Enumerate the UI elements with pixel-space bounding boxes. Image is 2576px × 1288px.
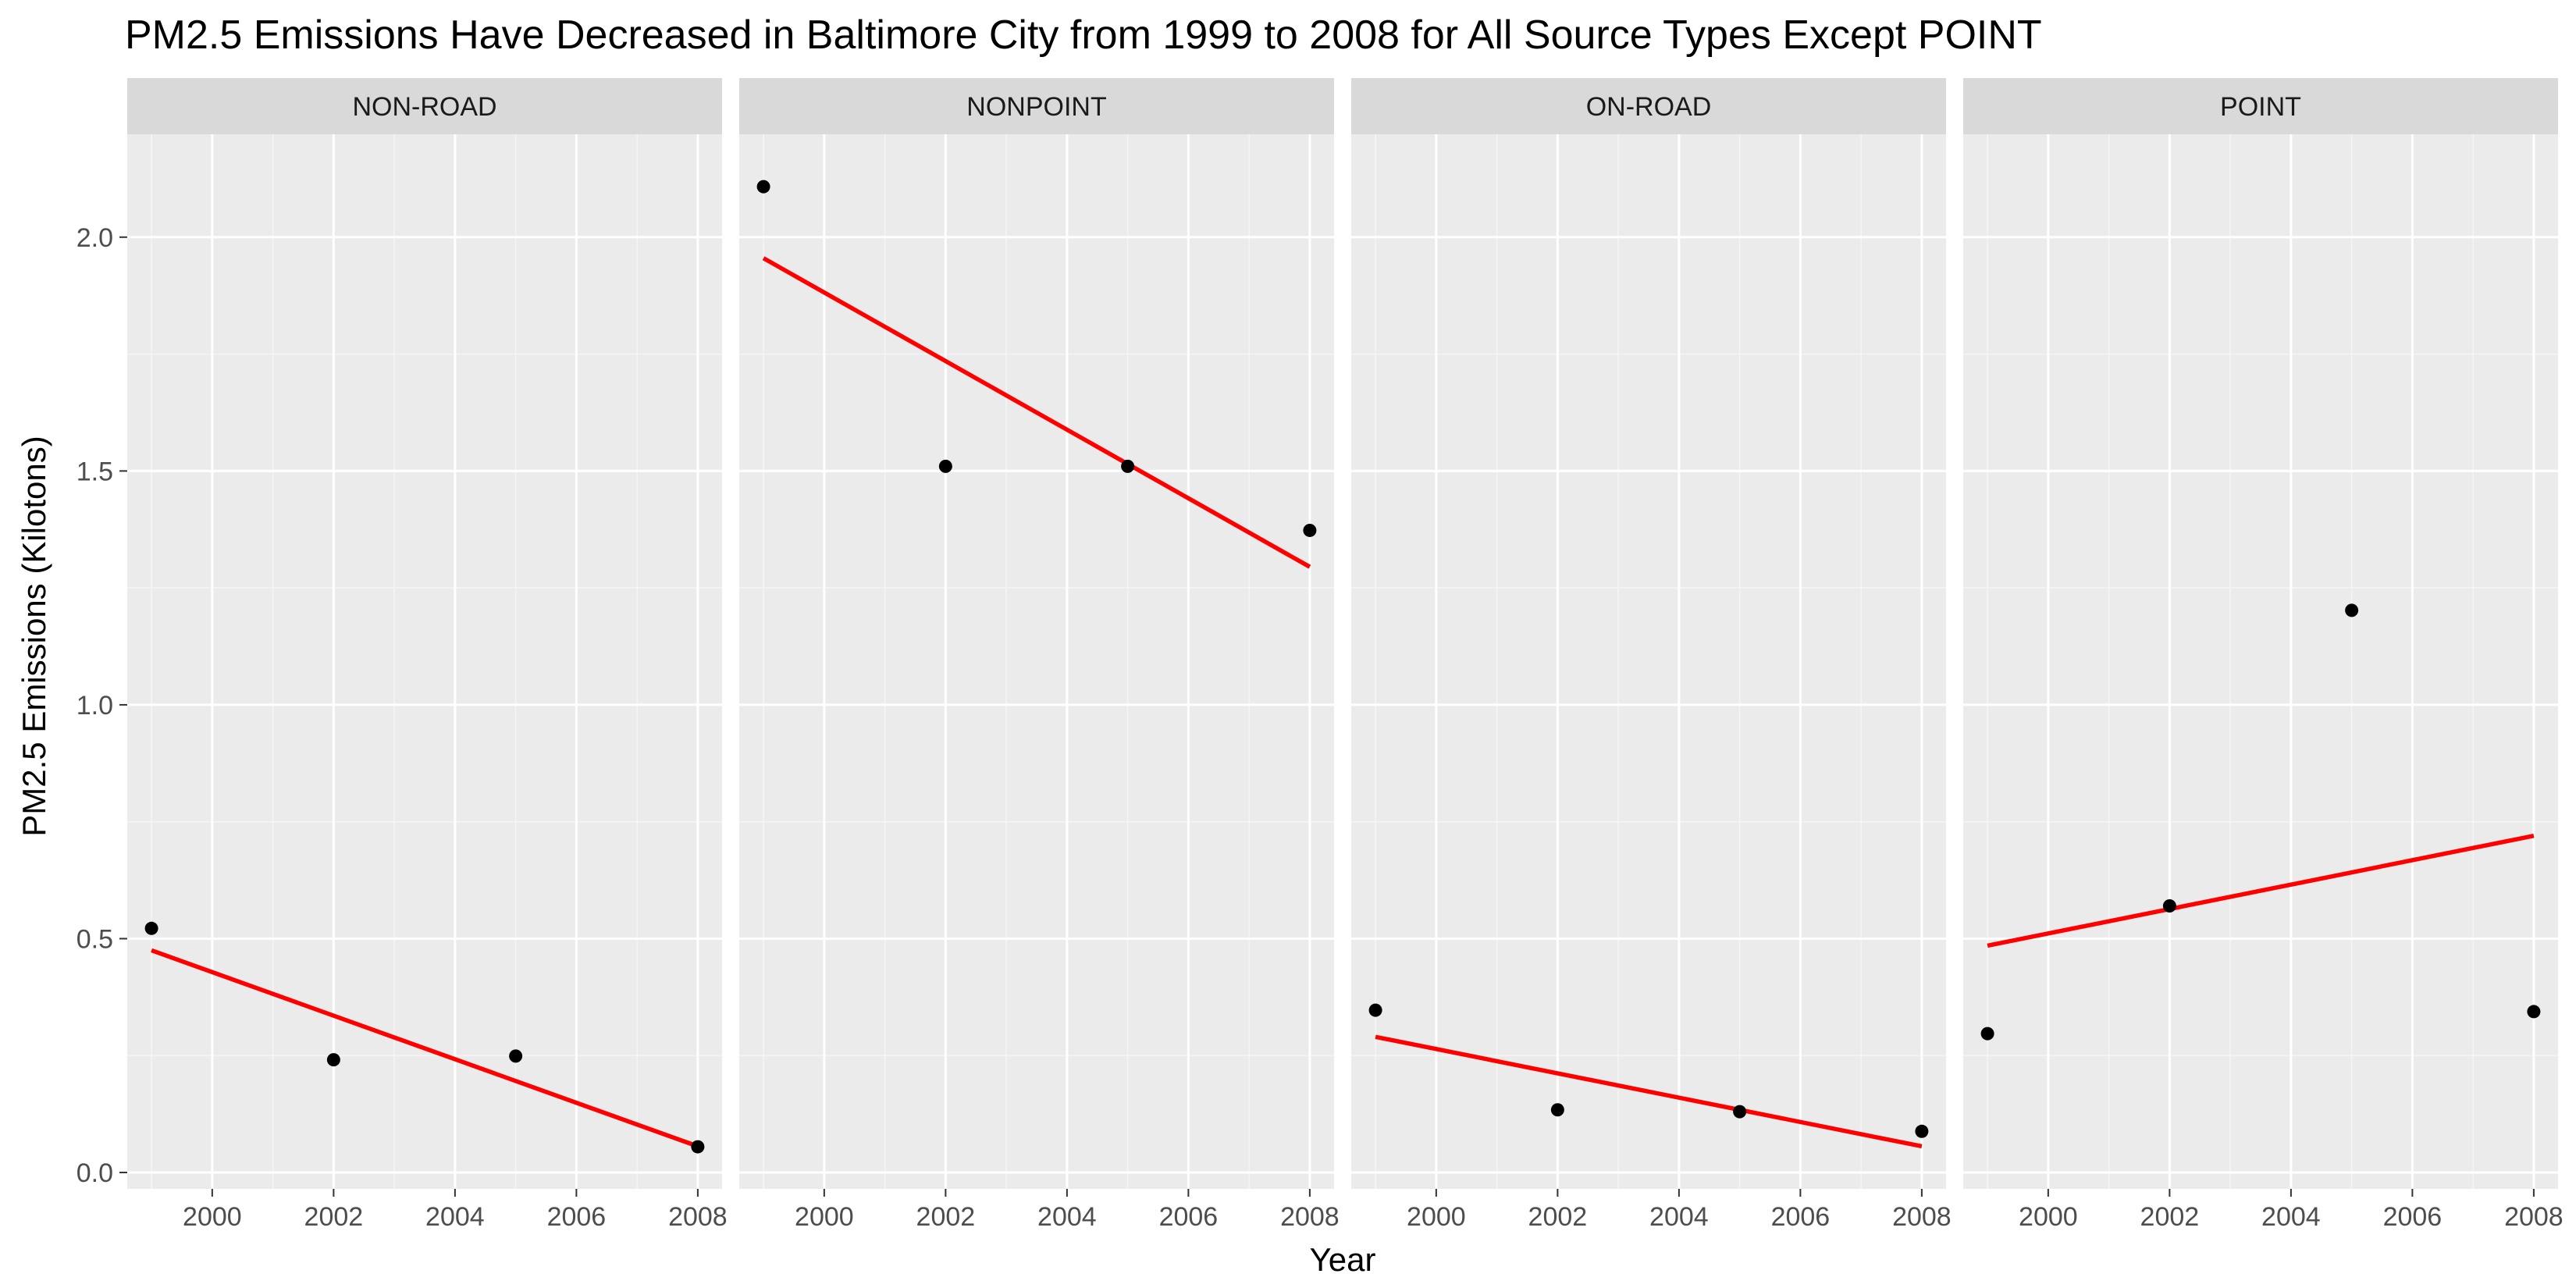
data-point <box>509 1049 523 1063</box>
facet-strip-label: NONPOINT <box>966 92 1106 122</box>
x-tick-label: 2000 <box>2019 1202 2078 1232</box>
x-tick-label: 2004 <box>1037 1202 1097 1232</box>
facet-point: POINT 2000 2002 2004 2006 2008 <box>1963 78 2564 1232</box>
x-tick-label: 2000 <box>183 1202 242 1232</box>
y-axis-title: PM2.5 Emissions (Kilotons) <box>16 436 52 837</box>
data-point <box>1733 1105 1747 1119</box>
y-tick-label: 1.0 <box>76 691 113 720</box>
data-point <box>1980 1026 1994 1041</box>
data-point <box>1915 1124 1929 1138</box>
data-point <box>938 459 952 473</box>
facet-panels: 0.0 0.5 1.0 1.5 2.0 NON-ROAD 2000 2002 2004 2006 2… <box>76 78 2564 1232</box>
data-point <box>2527 1005 2541 1019</box>
data-point <box>2345 603 2359 617</box>
x-tick-label: 2002 <box>2140 1202 2200 1232</box>
chart-title: PM2.5 Emissions Have Decreased in Baltim… <box>125 12 2042 58</box>
x-tick-label: 2008 <box>1892 1202 1952 1232</box>
y-tick-label: 1.5 <box>76 457 113 486</box>
facet-strip-label: POINT <box>2220 92 2301 122</box>
facet-non-road: NON-ROAD 2000 2002 2004 2006 2008 <box>127 78 728 1232</box>
x-tick-label: 2008 <box>668 1202 728 1232</box>
data-point <box>1121 459 1135 473</box>
y-tick-label: 0.0 <box>76 1158 113 1188</box>
y-tick-label: 2.0 <box>76 223 113 253</box>
y-tick-label: 0.5 <box>76 924 113 954</box>
data-point <box>144 921 158 935</box>
trend-line <box>1987 833 2535 948</box>
facet-nonpoint: NONPOINT 2000 2002 2004 2006 2008 <box>739 78 1340 1232</box>
x-tick-label: 2006 <box>2383 1202 2443 1232</box>
x-tick-label: 2002 <box>304 1202 364 1232</box>
facet-strip <box>127 78 722 134</box>
facet-strip <box>739 78 1334 134</box>
x-tick-label: 2006 <box>1159 1202 1219 1232</box>
panel-background <box>1963 134 2558 1189</box>
x-tick-label: 2002 <box>1528 1202 1588 1232</box>
facet-strip <box>1351 78 1946 134</box>
x-tick-label: 2008 <box>1280 1202 1340 1232</box>
panel-background <box>739 134 1334 1189</box>
data-point <box>756 180 770 194</box>
facet-strip-label: ON-ROAD <box>1586 92 1712 122</box>
x-tick-label: 2004 <box>1649 1202 1709 1232</box>
trend-line <box>151 948 699 1149</box>
x-tick-label: 2006 <box>1771 1202 1831 1232</box>
data-point <box>691 1140 705 1154</box>
panel-background <box>1351 134 1946 1189</box>
facet-strip-label: NON-ROAD <box>352 92 496 122</box>
facet-strip <box>1963 78 2558 134</box>
x-tick-label: 2002 <box>916 1202 976 1232</box>
x-tick-label: 2006 <box>547 1202 607 1232</box>
data-point <box>1368 1003 1382 1017</box>
panel-background <box>127 134 722 1189</box>
data-point <box>1550 1103 1564 1117</box>
data-point <box>2162 899 2176 913</box>
data-point <box>326 1053 340 1067</box>
trend-line <box>762 256 1311 569</box>
x-tick-label: 2008 <box>2504 1202 2564 1232</box>
facet-on-road: ON-ROAD 2000 2002 2004 2006 2008 <box>1351 78 1952 1232</box>
x-tick-label: 2004 <box>2261 1202 2321 1232</box>
x-tick-label: 2000 <box>795 1202 854 1232</box>
x-axis-title: Year <box>1310 1241 1376 1278</box>
data-point <box>1303 523 1317 537</box>
x-tick-label: 2000 <box>1407 1202 1466 1232</box>
x-tick-label: 2004 <box>425 1202 485 1232</box>
trend-line <box>1375 1034 1923 1149</box>
